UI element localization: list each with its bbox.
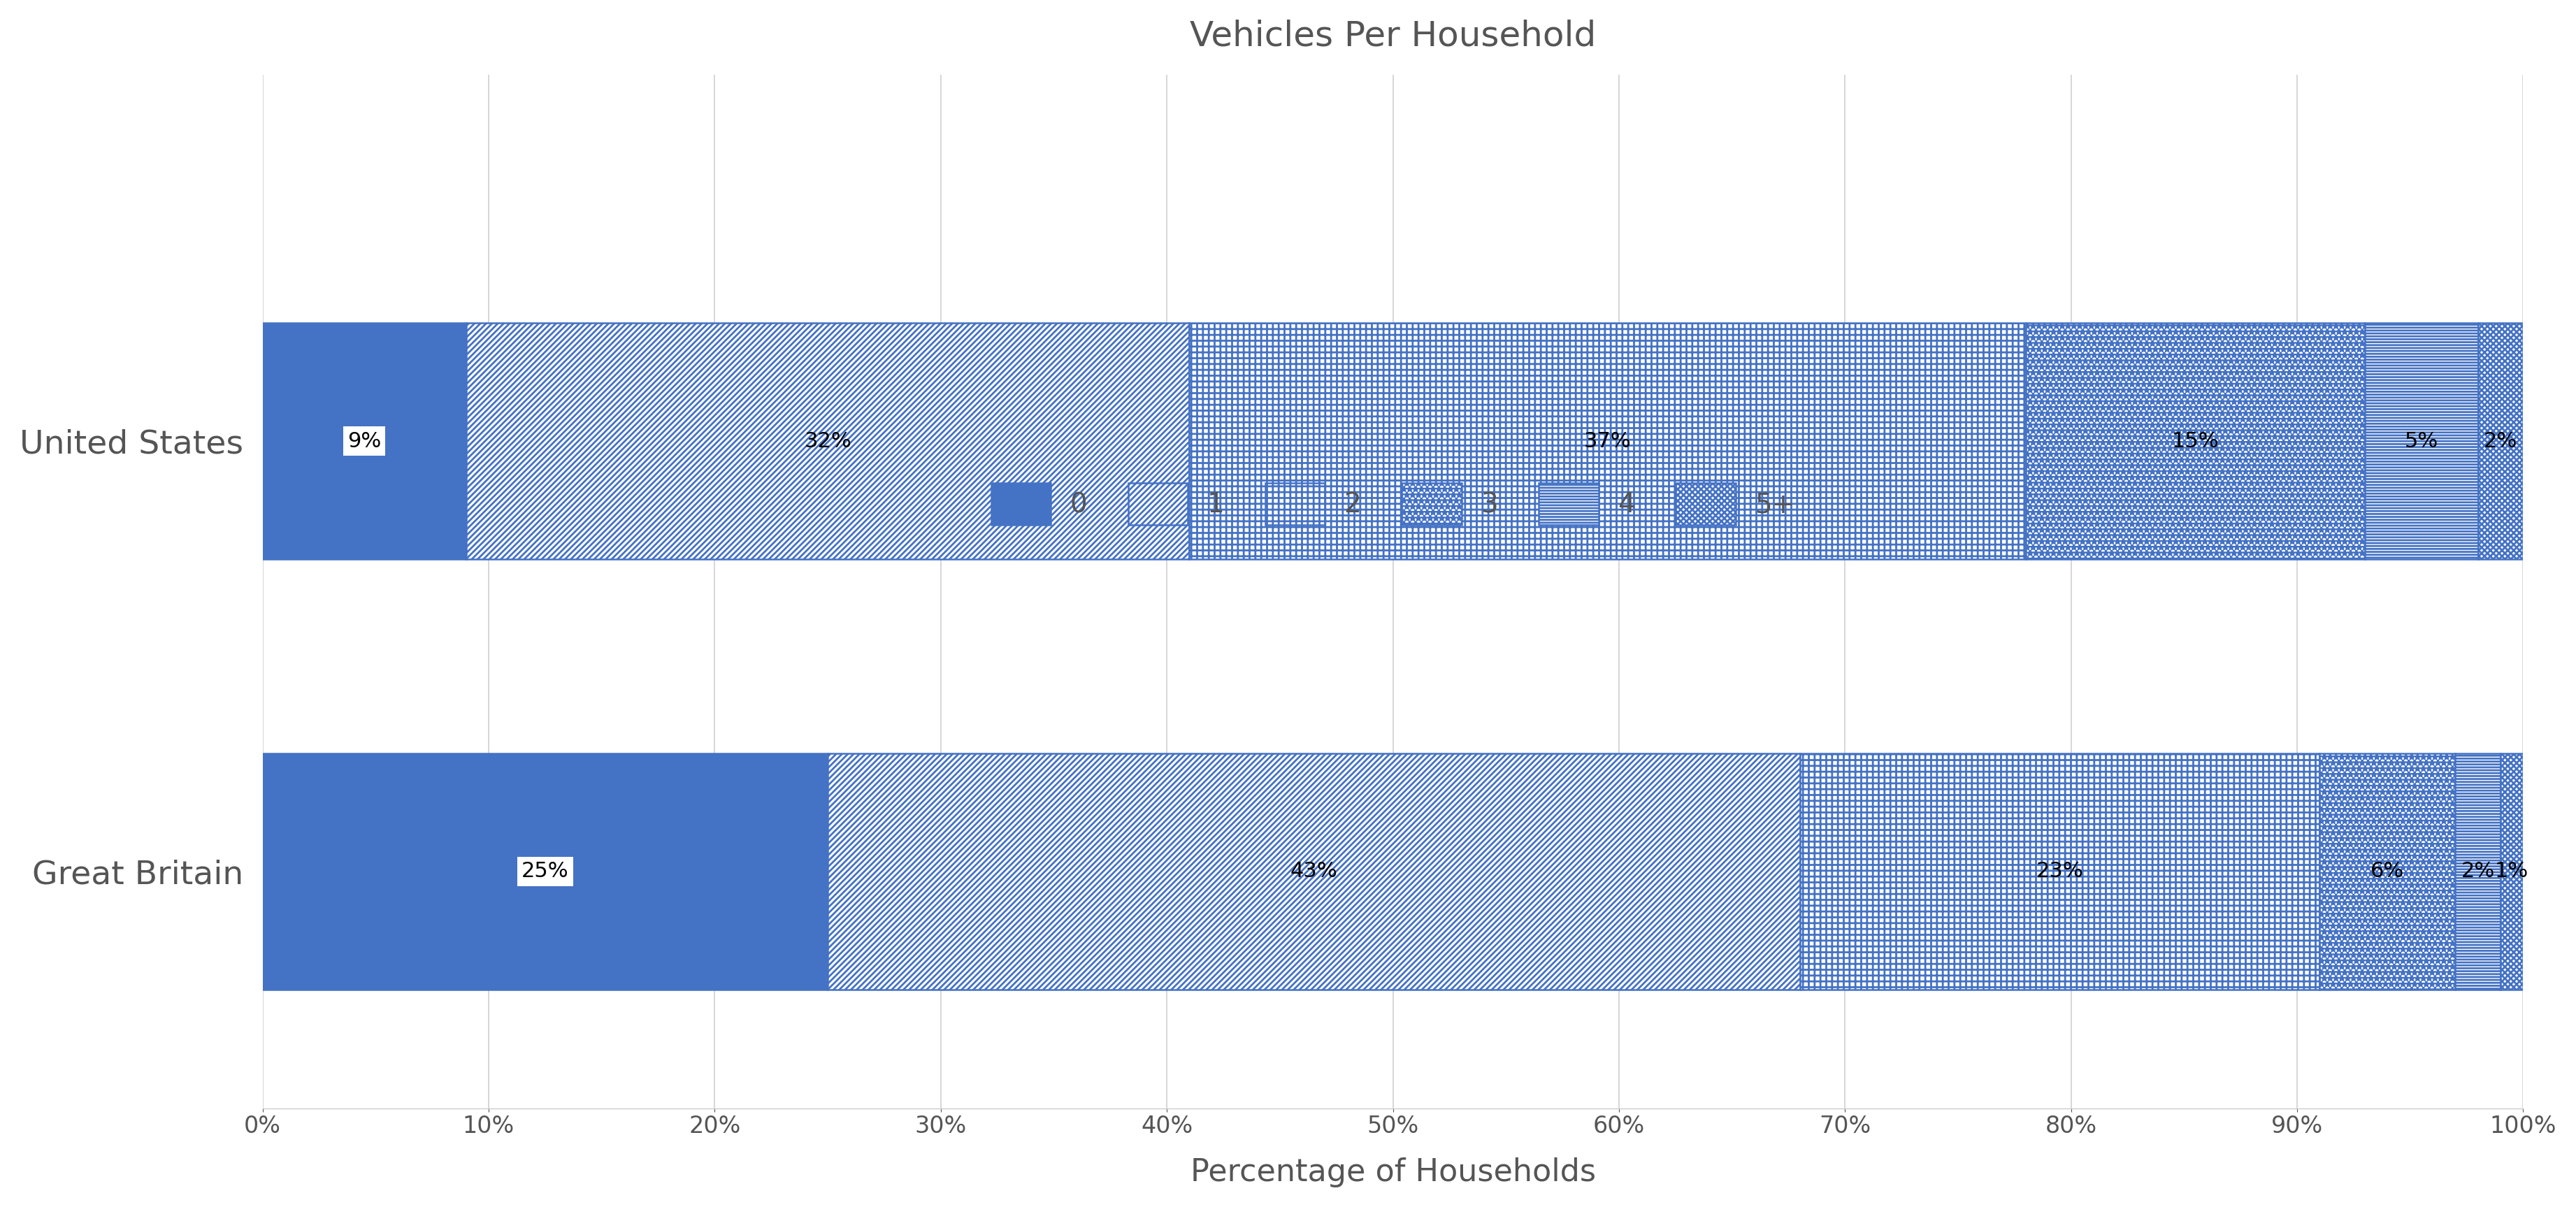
Text: 32%: 32% bbox=[804, 431, 853, 451]
Bar bbox=[2501, 753, 2524, 990]
Text: 43%: 43% bbox=[1291, 862, 1337, 881]
Bar bbox=[2455, 753, 2501, 990]
Text: 9%: 9% bbox=[348, 431, 381, 451]
Bar bbox=[2365, 322, 2478, 559]
Bar bbox=[827, 753, 1801, 990]
Title: Vehicles Per Household: Vehicles Per Household bbox=[1190, 19, 1597, 53]
Text: 1%: 1% bbox=[2496, 862, 2530, 881]
Text: 2%: 2% bbox=[2483, 431, 2517, 451]
Text: 23%: 23% bbox=[2035, 862, 2084, 881]
Text: 37%: 37% bbox=[1584, 431, 1631, 451]
Text: 15%: 15% bbox=[2172, 431, 2218, 451]
Bar bbox=[2025, 322, 2365, 559]
X-axis label: Percentage of Households: Percentage of Households bbox=[1190, 1158, 1595, 1188]
Bar bbox=[263, 322, 466, 559]
Text: 6%: 6% bbox=[2370, 862, 2403, 881]
Text: 25%: 25% bbox=[520, 862, 569, 881]
Text: 2%: 2% bbox=[2460, 862, 2494, 881]
Text: 5%: 5% bbox=[2403, 431, 2439, 451]
Bar bbox=[263, 753, 827, 990]
Bar bbox=[1190, 322, 2025, 559]
Bar bbox=[2478, 322, 2524, 559]
Legend: 0, 1, 2, 3, 4, 5+: 0, 1, 2, 3, 4, 5+ bbox=[981, 472, 1806, 536]
Bar bbox=[2321, 753, 2455, 990]
Bar bbox=[466, 322, 1190, 559]
Bar bbox=[1801, 753, 2321, 990]
